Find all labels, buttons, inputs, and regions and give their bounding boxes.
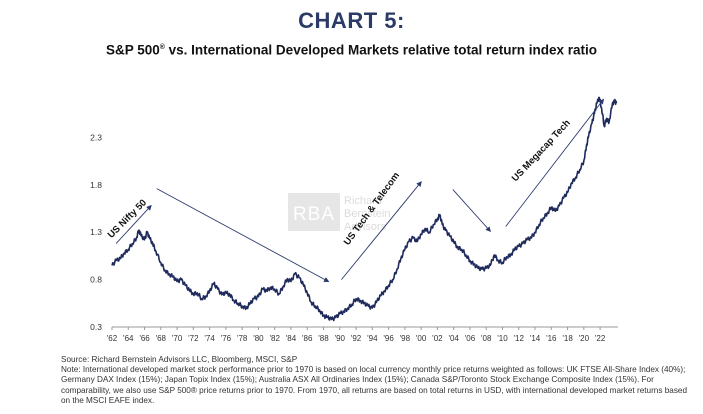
x-tick-label: '70: [172, 334, 183, 343]
x-tick-label: '62: [107, 334, 118, 343]
x-tick-label: '04: [448, 334, 459, 343]
x-tick-label: '76: [221, 334, 232, 343]
x-tick-label: '78: [237, 334, 248, 343]
chart-number-label: CHART 5:: [298, 8, 405, 33]
x-tick-label: '10: [497, 334, 508, 343]
axes: 0.3 0.8 1.3 1.8 2.3 '62 '64 '66 '68 '70 '72 '74 '76 '…: [90, 132, 618, 343]
x-tick-label: '80: [253, 334, 264, 343]
x-tick-label: '66: [139, 334, 150, 343]
registered-mark: ®: [159, 44, 165, 51]
x-tick-label: '90: [335, 334, 346, 343]
chart-header: CHART 5: S&P 500® vs. International Deve…: [0, 8, 703, 59]
logo-line-1: Richard: [344, 195, 382, 207]
x-tick-label: '06: [465, 334, 476, 343]
x-tick-label: '68: [156, 334, 167, 343]
rba-logo-watermark: RBA Richard Bernstein Advisors: [288, 193, 390, 233]
x-tick-label: '84: [286, 334, 297, 343]
source-note: Source: Richard Bernstein Advisors LLC, …: [61, 355, 298, 364]
chart-footer: Source: Richard Bernstein Advisors LLC, …: [61, 355, 691, 406]
x-tick-label: '72: [188, 334, 199, 343]
x-tick-label: '08: [481, 334, 492, 343]
x-tick-label: '64: [123, 334, 134, 343]
annotation-label: US Nifty 50: [106, 197, 149, 240]
y-tick-label: 0.3: [90, 322, 102, 332]
series-lines: [111, 96, 618, 322]
x-tick-label: '12: [514, 334, 525, 343]
x-tick-label: '18: [562, 334, 573, 343]
logo-line-3: Advisors: [344, 221, 387, 233]
chart-title: S&P 500® vs. International Developed Mar…: [0, 40, 703, 59]
methodology-note: Note: International developed market sto…: [61, 365, 688, 405]
annotation-arrow: [341, 181, 422, 280]
x-tick-label: '98: [400, 334, 411, 343]
x-tick-label: '14: [530, 334, 541, 343]
x-tick-label: '02: [432, 334, 443, 343]
series-line: [111, 96, 618, 322]
trend-arrow: [452, 189, 492, 233]
logo-mark: RBA: [293, 204, 335, 225]
x-tick-label: '94: [367, 334, 378, 343]
annotation-label: US Tech & Telecom: [342, 170, 402, 247]
x-tick-label: '88: [318, 334, 329, 343]
y-tick-label: 1.3: [90, 227, 102, 237]
x-tick-label: '82: [269, 334, 280, 343]
x-tick-label: '96: [383, 334, 394, 343]
chart-title-part1: S&P 500: [105, 42, 160, 58]
trend-arrows: [156, 188, 492, 283]
x-tick-label: '86: [302, 334, 313, 343]
annotation-arrow: [115, 204, 152, 244]
annotation-arrow: [505, 98, 605, 227]
y-tick-label: 0.8: [90, 275, 102, 285]
y-tick-label: 1.8: [90, 180, 102, 190]
x-tick-label: '92: [351, 334, 362, 343]
x-tick-label: '00: [416, 334, 427, 343]
y-tick-label: 2.3: [90, 132, 102, 142]
x-tick-label: '22: [595, 334, 606, 343]
x-tick-label: '20: [579, 334, 590, 343]
x-tick-label: '16: [546, 334, 557, 343]
chart-title-part2: vs. International Developed Markets rela…: [164, 42, 598, 58]
x-tick-label: '74: [204, 334, 215, 343]
logo-block-icon: [288, 193, 340, 231]
trend-arrow: [156, 188, 330, 283]
logo-line-2: Bernstein: [344, 208, 390, 220]
